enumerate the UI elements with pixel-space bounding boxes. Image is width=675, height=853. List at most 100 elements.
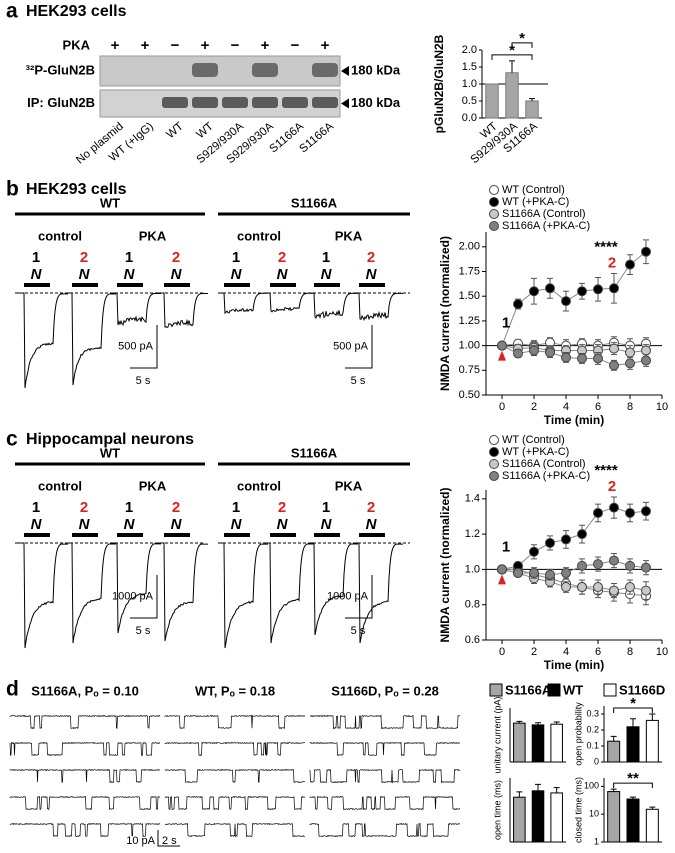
y-axis-label: NMDA current (normalized) [438,236,452,391]
scale-label: 500 pA [333,340,369,352]
significance: * [630,695,636,712]
treatment-sign: + [141,37,150,54]
drug-label: N [79,516,91,533]
channel-trace [309,822,461,838]
scale-label: 2 s [162,835,177,847]
data-point [561,352,571,363]
channel-trace [164,714,306,729]
error-bar [610,788,617,792]
error-bar [516,720,523,724]
y-axis-label: open probability [573,702,583,766]
x-tick-label: 8 [627,401,633,413]
series-line [501,342,647,347]
annotation: 1 [502,315,510,332]
data-point [561,534,571,545]
legend-label: S1166A (Control) [502,208,586,220]
significance-bracket [613,782,653,789]
bar [645,719,659,763]
current-trace [218,542,268,649]
trace-title: S1166D, Pₒ = 0.28 [331,683,439,698]
drug-label: N [31,516,43,533]
blot-strip [99,55,341,87]
y-tick-label: 0.75 [459,364,480,376]
data-point [593,353,603,364]
error-bar [630,796,636,800]
legend-swatch [489,683,503,697]
trace-title: S1166A, Pₒ = 0.10 [31,683,139,698]
annotation: 2 [608,254,616,271]
data-point [593,507,603,518]
y-axis-label: NMDA current (normalized) [438,488,452,643]
error-bar [516,791,523,798]
scale-label: 5 s [351,625,366,637]
y-axis-label: open time (ms) [492,780,502,840]
current-trace [353,542,403,644]
y-tick-label: 1 [594,836,599,846]
x-tick-label: 10 [656,646,668,658]
drug-label: N [277,516,289,533]
current-trace [18,542,68,649]
series-line [501,560,647,576]
blot-band [192,97,218,108]
bar [607,740,621,763]
series-line [502,568,647,597]
y-tick-label: 0.6 [465,634,480,646]
scale-label: 5 s [136,625,151,637]
treatment-label: PKA [63,37,91,52]
y-tick-label: 1.00 [459,340,480,352]
stimulus-marker [498,350,506,361]
y-tick-label: 0.8 [465,599,480,611]
data-point [641,585,651,596]
drug-label: N [171,266,183,283]
data-point [641,246,651,257]
scale-label: 5 s [136,375,151,387]
x-tick-label: 0 [499,401,505,413]
significance: * [519,30,525,47]
data-point [545,347,555,358]
legend-label: WT (+PKA-C) [502,196,569,208]
current-trace [353,292,403,322]
size-marker: 180 kDa [351,62,401,77]
y-tick-label: 2.00 [459,241,480,253]
scale-bar [345,325,373,369]
data-point [609,283,619,294]
bar [550,792,563,843]
channel-trace [164,795,306,811]
error-bar [649,806,656,810]
bar [550,723,563,763]
significance: **** [594,238,618,255]
error-bar [535,722,541,725]
data-point [529,345,539,356]
data-point [593,582,603,593]
series-line [501,345,647,366]
drug-label: N [79,266,91,283]
lane-label: S1166A [297,120,336,155]
panel-title: HEK293 cells [26,3,127,20]
y-axis-label: unitary current (pA) [492,696,502,773]
error-bar [630,718,636,727]
y-tick-label: 0.3 [586,708,599,718]
scale-label: 10 pA [126,835,155,847]
y-tick-label: 1.25 [459,315,480,327]
data-point [609,343,619,354]
data-point [513,567,523,578]
current-trace [18,292,68,389]
error-bar [553,787,560,793]
blot-band [282,97,308,108]
current-trace [308,542,358,636]
lane-label: WT [194,120,215,141]
data-point [529,546,539,557]
series-line [501,251,647,346]
sweep-label: 2 [367,249,375,266]
y-tick-label: 0 [594,756,599,766]
current-trace [111,542,161,634]
scale-label: 5 s [351,375,366,387]
significance: **** [594,462,618,479]
sweep-label: 2 [172,499,180,516]
treatment-sign: + [201,37,210,54]
y-tick-label: 2.0 [462,44,477,56]
sweep-label: 1 [232,249,240,266]
panel-label: b [6,178,19,201]
data-point [529,567,539,578]
drug-label: N [31,266,43,283]
